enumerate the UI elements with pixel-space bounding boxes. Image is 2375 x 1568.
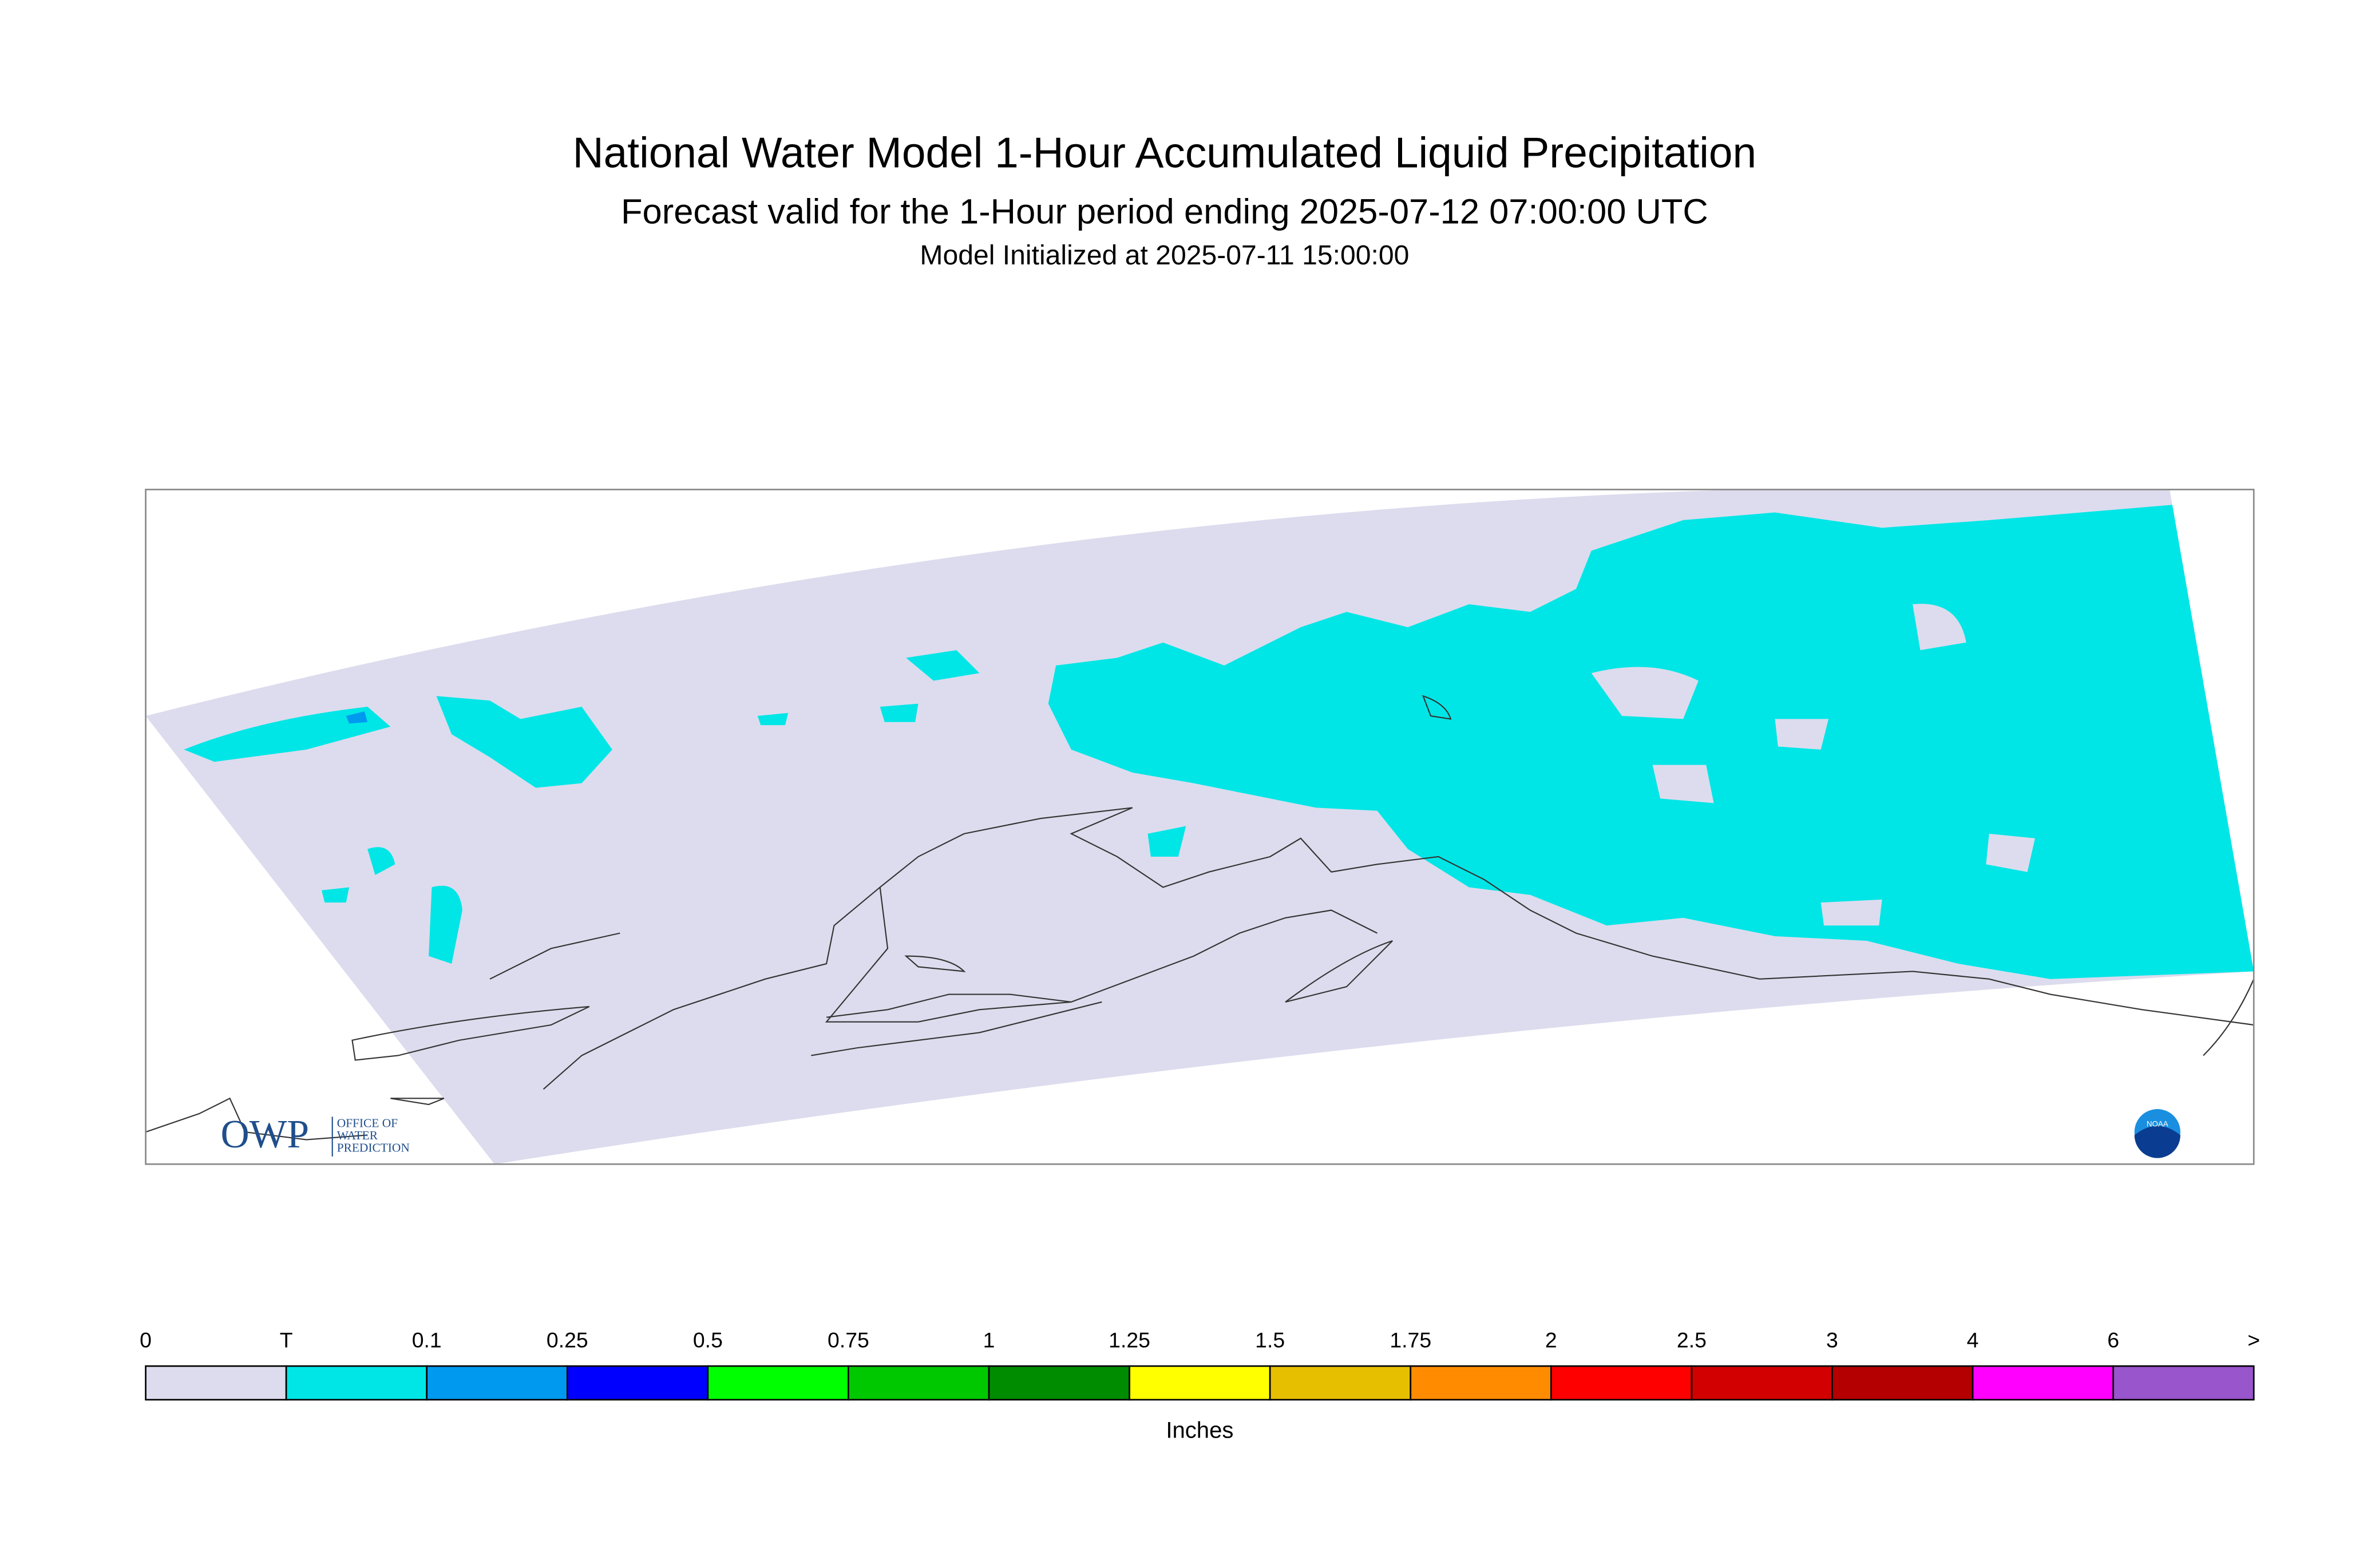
legend-unit: Inches — [1166, 1418, 1233, 1443]
owp-logo: OWP OFFICE OF WATER PREDICTION — [221, 1112, 410, 1157]
coastlines — [145, 695, 2254, 1141]
legend-label: 0.75 — [828, 1328, 869, 1352]
legend-swatch — [1831, 1365, 1974, 1401]
noaa-text: NOAA — [2147, 1119, 2168, 1128]
owp-text: WATER — [337, 1129, 378, 1142]
subtitle: Forecast valid for the 1-Hour period end… — [621, 192, 1708, 231]
legend-label: 1.75 — [1390, 1328, 1431, 1352]
legend-label: T — [280, 1328, 293, 1352]
legend-label: 0 — [140, 1328, 152, 1352]
legend-label: 4 — [1967, 1328, 1979, 1352]
legend-label: 1.25 — [1109, 1328, 1150, 1352]
legend-swatch — [426, 1365, 568, 1401]
legend-swatch — [1410, 1365, 1552, 1401]
light-precip — [346, 711, 368, 724]
legend-swatch — [1129, 1365, 1271, 1401]
legend-swatch — [1269, 1365, 1412, 1401]
legend-label: 0.25 — [547, 1328, 588, 1352]
legend-swatch — [145, 1365, 287, 1401]
owp-text: OFFICE OF — [337, 1116, 398, 1130]
legend-swatch — [1550, 1365, 1693, 1401]
legend-swatch — [707, 1365, 849, 1401]
dry-gaps — [1591, 604, 2035, 926]
legend-swatch — [1972, 1365, 2114, 1401]
legend-label: 0.5 — [693, 1328, 723, 1352]
legend-swatch — [285, 1365, 428, 1401]
legend-swatch — [2112, 1365, 2255, 1401]
title: National Water Model 1-Hour Accumulated … — [573, 128, 1757, 176]
legend-label: 1 — [983, 1328, 995, 1352]
legend-label: 2.5 — [1677, 1328, 1707, 1352]
legend: 0 T 0.1 0.25 0.5 0.75 1 1.25 1.5 1.75 2 2.5 3 4 6 > — [140, 1328, 2260, 1401]
init-time: Model Initialized at 2025-07-11 15:00:00 — [920, 240, 1409, 271]
noaa-wave — [2134, 1126, 2180, 1158]
legend-swatch — [988, 1365, 1130, 1401]
legend-label: 6 — [2107, 1328, 2119, 1352]
legend-swatch — [848, 1365, 990, 1401]
legend-label: 3 — [1826, 1328, 1838, 1352]
legend-label: > — [2247, 1328, 2260, 1352]
owp-text: PREDICTION — [337, 1141, 410, 1154]
legend-label: 1.5 — [1255, 1328, 1285, 1352]
legend-label: 2 — [1545, 1328, 1557, 1352]
legend-label: 0.1 — [412, 1328, 442, 1352]
map — [145, 489, 2254, 1165]
noaa-logo: NOAA — [2134, 1109, 2180, 1158]
map-frame — [145, 489, 2255, 1165]
owp-mark: OWP — [221, 1112, 309, 1157]
legend-swatch — [1691, 1365, 1833, 1401]
legend-swatch — [566, 1365, 709, 1401]
